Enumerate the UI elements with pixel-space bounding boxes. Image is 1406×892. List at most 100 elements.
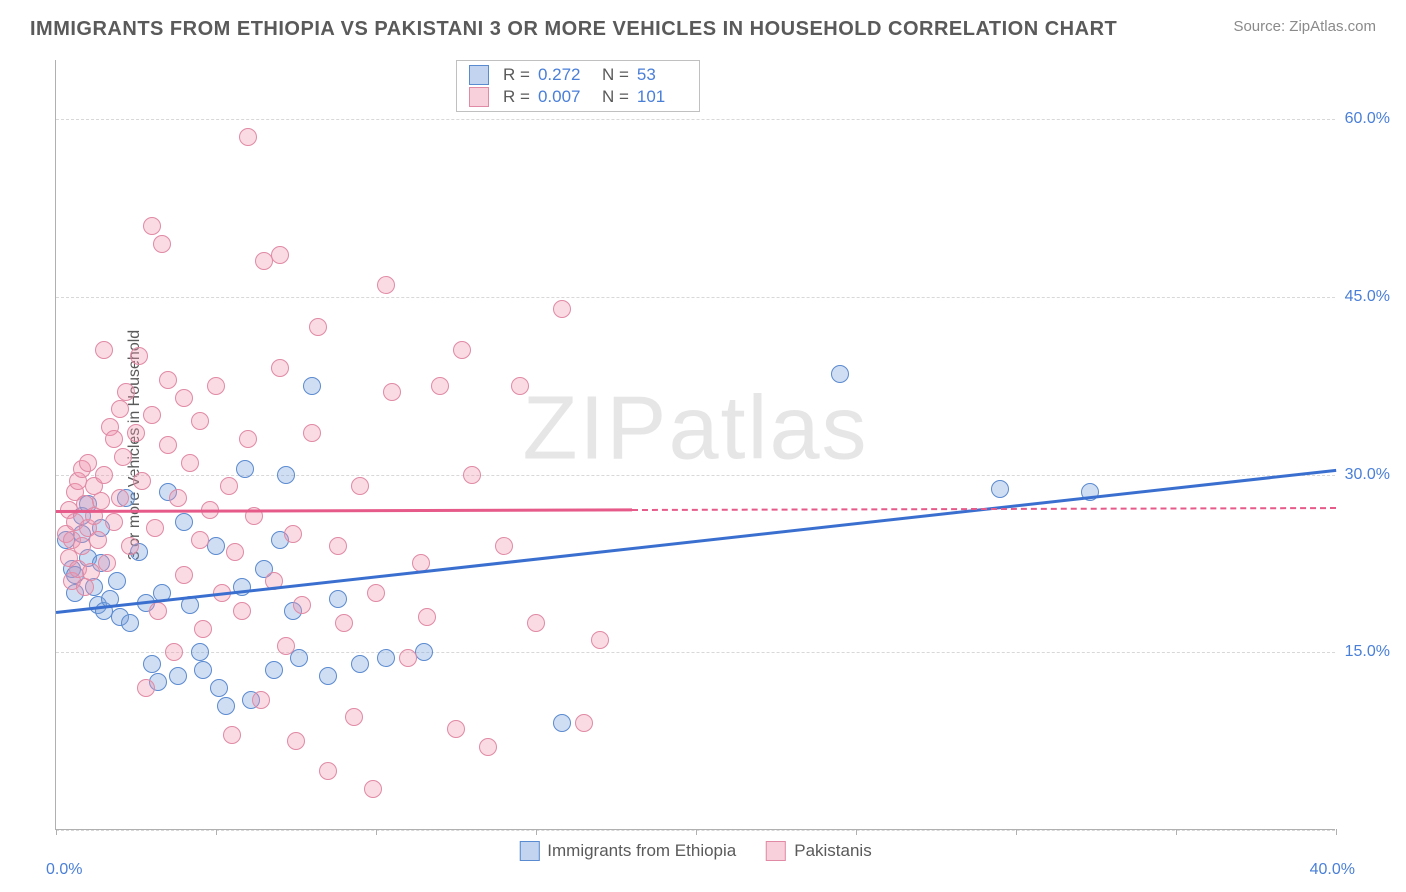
data-point xyxy=(210,679,228,697)
data-point xyxy=(153,235,171,253)
legend-row: R = 0.007 N = 101 xyxy=(469,87,687,107)
gridline xyxy=(56,652,1335,653)
data-point xyxy=(271,359,289,377)
x-tick xyxy=(56,829,57,835)
data-point xyxy=(165,643,183,661)
data-point xyxy=(495,537,513,555)
data-point xyxy=(991,480,1009,498)
data-point xyxy=(191,643,209,661)
data-point xyxy=(271,246,289,264)
data-point xyxy=(329,590,347,608)
r-value: 0.272 xyxy=(538,65,588,85)
data-point xyxy=(76,578,94,596)
data-point xyxy=(831,365,849,383)
data-point xyxy=(287,732,305,750)
data-point xyxy=(351,477,369,495)
data-point xyxy=(553,300,571,318)
data-point xyxy=(463,466,481,484)
x-tick xyxy=(376,829,377,835)
data-point xyxy=(137,679,155,697)
legend-label: Pakistanis xyxy=(794,841,871,861)
data-point xyxy=(105,430,123,448)
x-tick xyxy=(1336,829,1337,835)
x-tick xyxy=(1176,829,1177,835)
data-point xyxy=(265,661,283,679)
data-point xyxy=(319,667,337,685)
n-label: N = xyxy=(602,87,629,107)
data-point xyxy=(98,554,116,572)
data-point xyxy=(89,531,107,549)
data-point xyxy=(453,341,471,359)
legend-label: Immigrants from Ethiopia xyxy=(547,841,736,861)
data-point xyxy=(114,448,132,466)
n-value: 53 xyxy=(637,65,687,85)
data-point xyxy=(479,738,497,756)
trend-line xyxy=(56,469,1336,614)
data-point xyxy=(194,661,212,679)
data-point xyxy=(319,762,337,780)
data-point xyxy=(367,584,385,602)
data-point xyxy=(130,347,148,365)
data-point xyxy=(143,655,161,673)
trend-line xyxy=(56,509,632,513)
legend-swatch xyxy=(469,65,489,85)
data-point xyxy=(252,691,270,709)
data-point xyxy=(223,726,241,744)
data-point xyxy=(226,543,244,561)
y-tick-label: 15.0% xyxy=(1345,643,1390,661)
r-label: R = xyxy=(503,87,530,107)
data-point xyxy=(591,631,609,649)
n-value: 101 xyxy=(637,87,687,107)
data-point xyxy=(105,513,123,531)
data-point xyxy=(111,489,129,507)
data-point xyxy=(351,655,369,673)
stats-legend: R = 0.272 N = 53 R = 0.007 N = 101 xyxy=(456,60,700,112)
x-tick xyxy=(536,829,537,835)
r-label: R = xyxy=(503,65,530,85)
data-point xyxy=(191,531,209,549)
gridline xyxy=(56,297,1335,298)
data-point xyxy=(377,649,395,667)
data-point xyxy=(121,614,139,632)
data-point xyxy=(284,525,302,543)
data-point xyxy=(108,572,126,590)
data-point xyxy=(143,217,161,235)
plot-area: ZIPatlas R =0.272N =53R =0.007N =101 Imm… xyxy=(55,60,1335,830)
legend-item: Pakistanis xyxy=(766,841,871,861)
data-point xyxy=(133,472,151,490)
source-label: Source: ZipAtlas.com xyxy=(1233,18,1376,35)
data-point xyxy=(364,780,382,798)
x-tick-max: 40.0% xyxy=(1310,861,1355,879)
data-point xyxy=(159,371,177,389)
data-point xyxy=(236,460,254,478)
data-point xyxy=(309,318,327,336)
data-point xyxy=(447,720,465,738)
data-point xyxy=(117,383,135,401)
data-point xyxy=(175,566,193,584)
legend-swatch xyxy=(519,841,539,861)
data-point xyxy=(194,620,212,638)
r-value: 0.007 xyxy=(538,87,588,107)
y-tick-label: 60.0% xyxy=(1345,110,1390,128)
data-point xyxy=(383,383,401,401)
data-point xyxy=(377,276,395,294)
data-point xyxy=(92,492,110,510)
data-point xyxy=(293,596,311,614)
data-point xyxy=(329,537,347,555)
n-label: N = xyxy=(602,65,629,85)
series-legend: Immigrants from Ethiopia Pakistanis xyxy=(519,841,871,861)
x-tick xyxy=(856,829,857,835)
data-point xyxy=(220,477,238,495)
data-point xyxy=(277,466,295,484)
data-point xyxy=(149,602,167,620)
data-point xyxy=(217,697,235,715)
x-tick xyxy=(1016,829,1017,835)
data-point xyxy=(303,424,321,442)
data-point xyxy=(121,537,139,555)
data-point xyxy=(207,537,225,555)
data-point xyxy=(143,406,161,424)
data-point xyxy=(111,400,129,418)
data-point xyxy=(399,649,417,667)
data-point xyxy=(146,519,164,537)
chart-container: 3 or more Vehicles in Household ZIPatlas… xyxy=(55,60,1375,830)
